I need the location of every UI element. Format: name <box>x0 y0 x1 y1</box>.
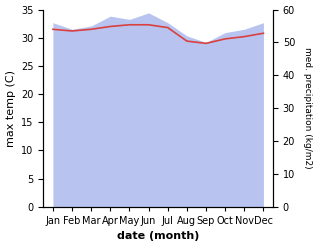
Y-axis label: max temp (C): max temp (C) <box>5 70 16 147</box>
Y-axis label: med. precipitation (kg/m2): med. precipitation (kg/m2) <box>303 47 313 169</box>
X-axis label: date (month): date (month) <box>117 231 199 242</box>
